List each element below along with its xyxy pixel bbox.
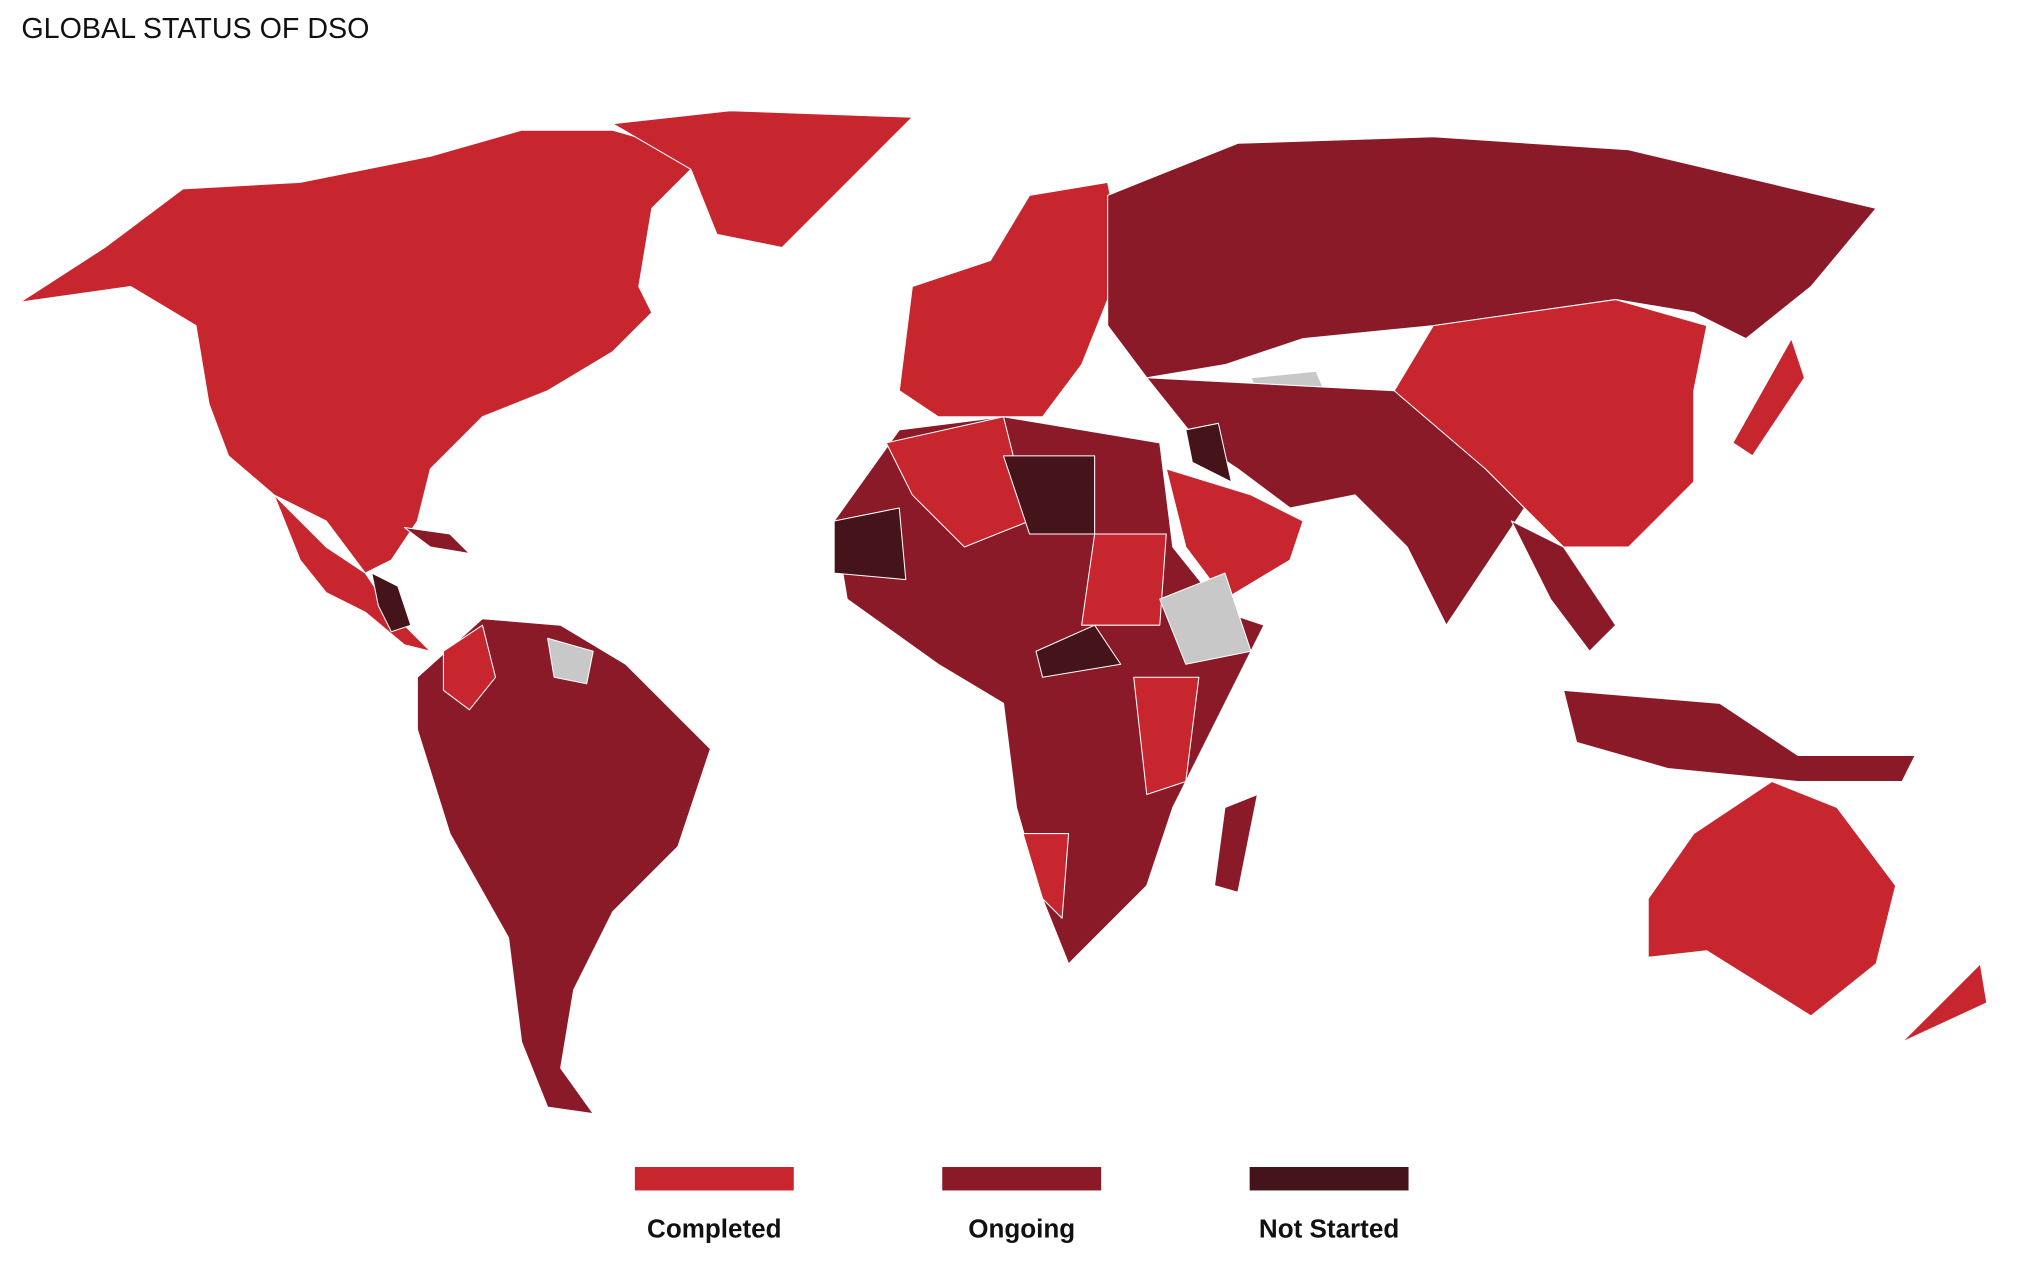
legend-swatch <box>1249 1167 1409 1191</box>
legend-label: Ongoing <box>968 1213 1075 1243</box>
namibia <box>1022 833 1070 919</box>
greenland <box>612 110 913 248</box>
legend-label: Completed <box>647 1213 782 1243</box>
australia <box>1647 780 1897 1017</box>
new-zealand <box>1901 963 1988 1043</box>
south-asia <box>1146 377 1525 626</box>
southeast-asia <box>1510 520 1617 652</box>
legend-swatch <box>942 1167 1102 1191</box>
madagascar <box>1213 793 1258 893</box>
mauritania <box>833 507 907 581</box>
colombia-region <box>442 624 497 711</box>
japan <box>1732 338 1806 457</box>
north-america <box>19 129 705 574</box>
legend-label: Not Started <box>1259 1213 1399 1243</box>
caribbean <box>403 526 470 555</box>
legend: Completed Ongoing Not Started <box>634 1167 1409 1243</box>
south-america <box>416 618 711 1115</box>
guianas <box>547 637 594 685</box>
ethiopia <box>1159 572 1252 665</box>
iraq-region <box>1185 422 1232 483</box>
map-title: GLOBAL STATUS OF DSO <box>21 13 369 45</box>
legend-swatch <box>634 1167 794 1191</box>
europe <box>898 181 1122 418</box>
central-african-republic <box>1035 624 1122 678</box>
sudan <box>1081 533 1167 626</box>
world-map <box>19 110 1988 1115</box>
indonesia <box>1563 689 1916 783</box>
central-america-region <box>371 572 412 633</box>
east-africa <box>1133 676 1200 796</box>
arabia <box>1165 468 1304 600</box>
russia <box>1107 136 1877 379</box>
algeria-region <box>885 416 1031 548</box>
